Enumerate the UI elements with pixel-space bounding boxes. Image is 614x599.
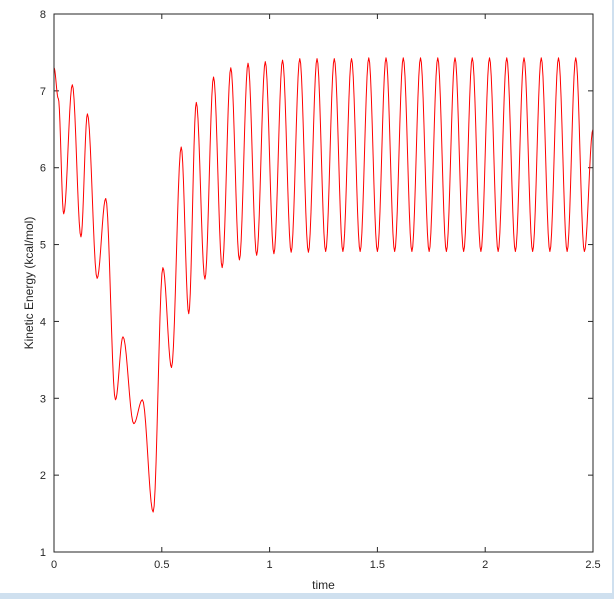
tick-marks (53, 13, 594, 553)
kinetic-energy-series-line (53, 57, 594, 513)
y-tick-label: 3 (40, 393, 46, 405)
y-tick-label: 5 (40, 240, 46, 252)
y-tick-label: 4 (40, 316, 46, 328)
x-tick-label: 0.5 (154, 559, 169, 571)
y-tick-label: 6 (40, 163, 46, 175)
y-tick-label: 8 (40, 9, 46, 21)
y-tick-label: 2 (40, 470, 46, 482)
y-axis-label: Kinetic Energy (kcal/mol) (22, 217, 36, 350)
y-tick-label: 7 (40, 86, 46, 98)
x-tick-label: 1.5 (370, 559, 385, 571)
x-tick-label: 0 (51, 559, 57, 571)
x-tick-label: 1 (267, 559, 273, 571)
tick-labels: 0 0.5 1 1.5 2 2.5 1 2 3 4 5 6 7 8 (40, 9, 601, 571)
x-axis-label: time (312, 578, 335, 592)
axes-box (53, 13, 594, 553)
x-tick-label: 2 (482, 559, 488, 571)
x-tick-label: 2.5 (585, 559, 600, 571)
y-tick-label: 1 (40, 547, 46, 559)
